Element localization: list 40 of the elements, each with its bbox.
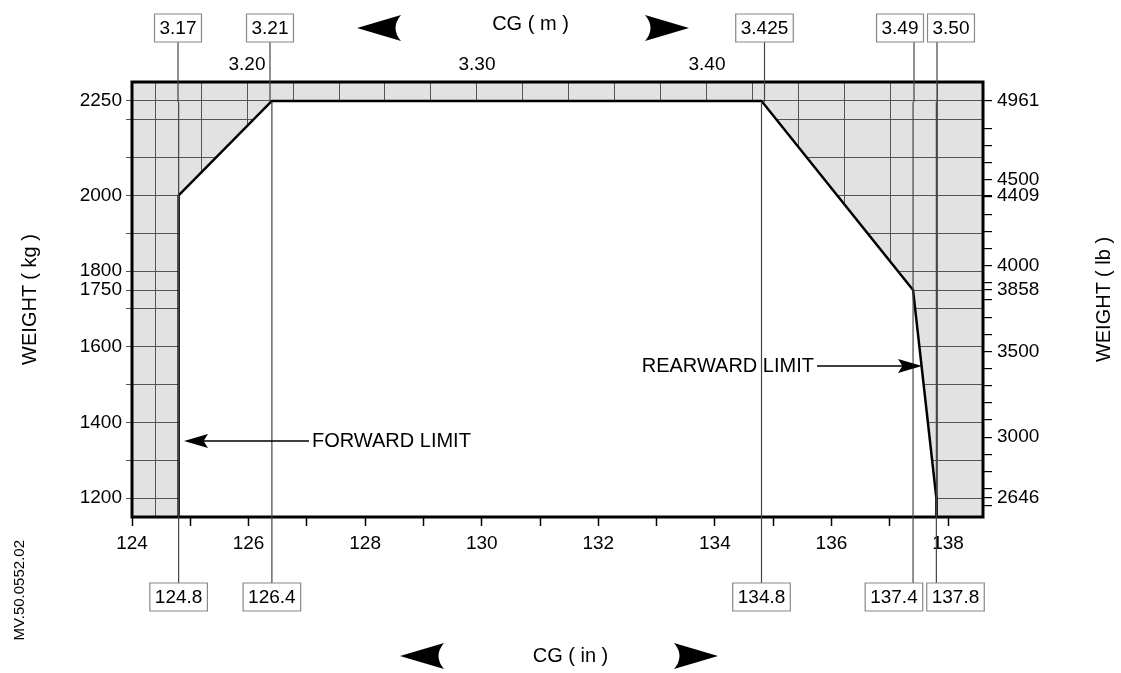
y-tick-label: 1750 — [79, 278, 122, 300]
y-axis-title: WEIGHT ( kg ) — [17, 234, 40, 365]
x-axis-title: CG ( in ) — [532, 643, 609, 666]
x-tick-label: 132 — [582, 531, 615, 553]
y-tick-label: 2250 — [79, 89, 122, 111]
x-tick-label: 134 — [699, 531, 732, 553]
y-tick-label: 1200 — [79, 486, 122, 508]
ref-line-label: 137.4 — [870, 586, 919, 608]
annotation: REARWARD LIMIT — [641, 353, 814, 376]
y2-tick-label: 4961 — [997, 89, 1040, 111]
y-tick-label: 1800 — [79, 259, 122, 281]
ref-line-label: 126.4 — [248, 586, 297, 608]
y2-tick-label: 4000 — [997, 253, 1040, 275]
y2-axis-title: WEIGHT ( lb ) — [1091, 236, 1114, 363]
ref-line-label: 3.17 — [159, 17, 197, 39]
ref-line-label: 124.8 — [154, 586, 203, 608]
x2-tick-label: 3.20 — [228, 52, 266, 74]
text: MV.50.0552.02 — [10, 540, 28, 641]
x-tick-label: 126 — [232, 531, 265, 553]
y2-tick-label: 3500 — [997, 339, 1040, 361]
x-tick-label: 124 — [116, 531, 149, 553]
ref-line-label: 3.49 — [881, 17, 919, 39]
y-tick-label: 1600 — [79, 335, 122, 357]
y2-tick-label: 2646 — [997, 486, 1040, 508]
x2-axis-title: CG ( m ) — [492, 11, 569, 34]
x-tick-label: 130 — [465, 531, 498, 553]
ref-line-label: 3.50 — [932, 17, 970, 39]
y2-tick-label: 3000 — [997, 425, 1040, 447]
y2-tick-label: 3858 — [997, 278, 1040, 300]
annotation: FORWARD LIMIT — [312, 428, 471, 451]
ref-line-label: 134.8 — [737, 586, 786, 608]
x2-tick-label: 3.40 — [688, 52, 726, 74]
x-tick-label: 136 — [815, 531, 848, 553]
y-tick-label: 2000 — [79, 183, 122, 205]
ref-line-label: 3.21 — [251, 17, 289, 39]
y-tick-label: 1400 — [79, 410, 122, 432]
x-tick-label: 128 — [349, 531, 381, 553]
x2-tick-label: 3.30 — [458, 52, 496, 74]
ref-line-label: 3.425 — [740, 17, 789, 39]
ref-line-label: 137.8 — [931, 586, 980, 608]
